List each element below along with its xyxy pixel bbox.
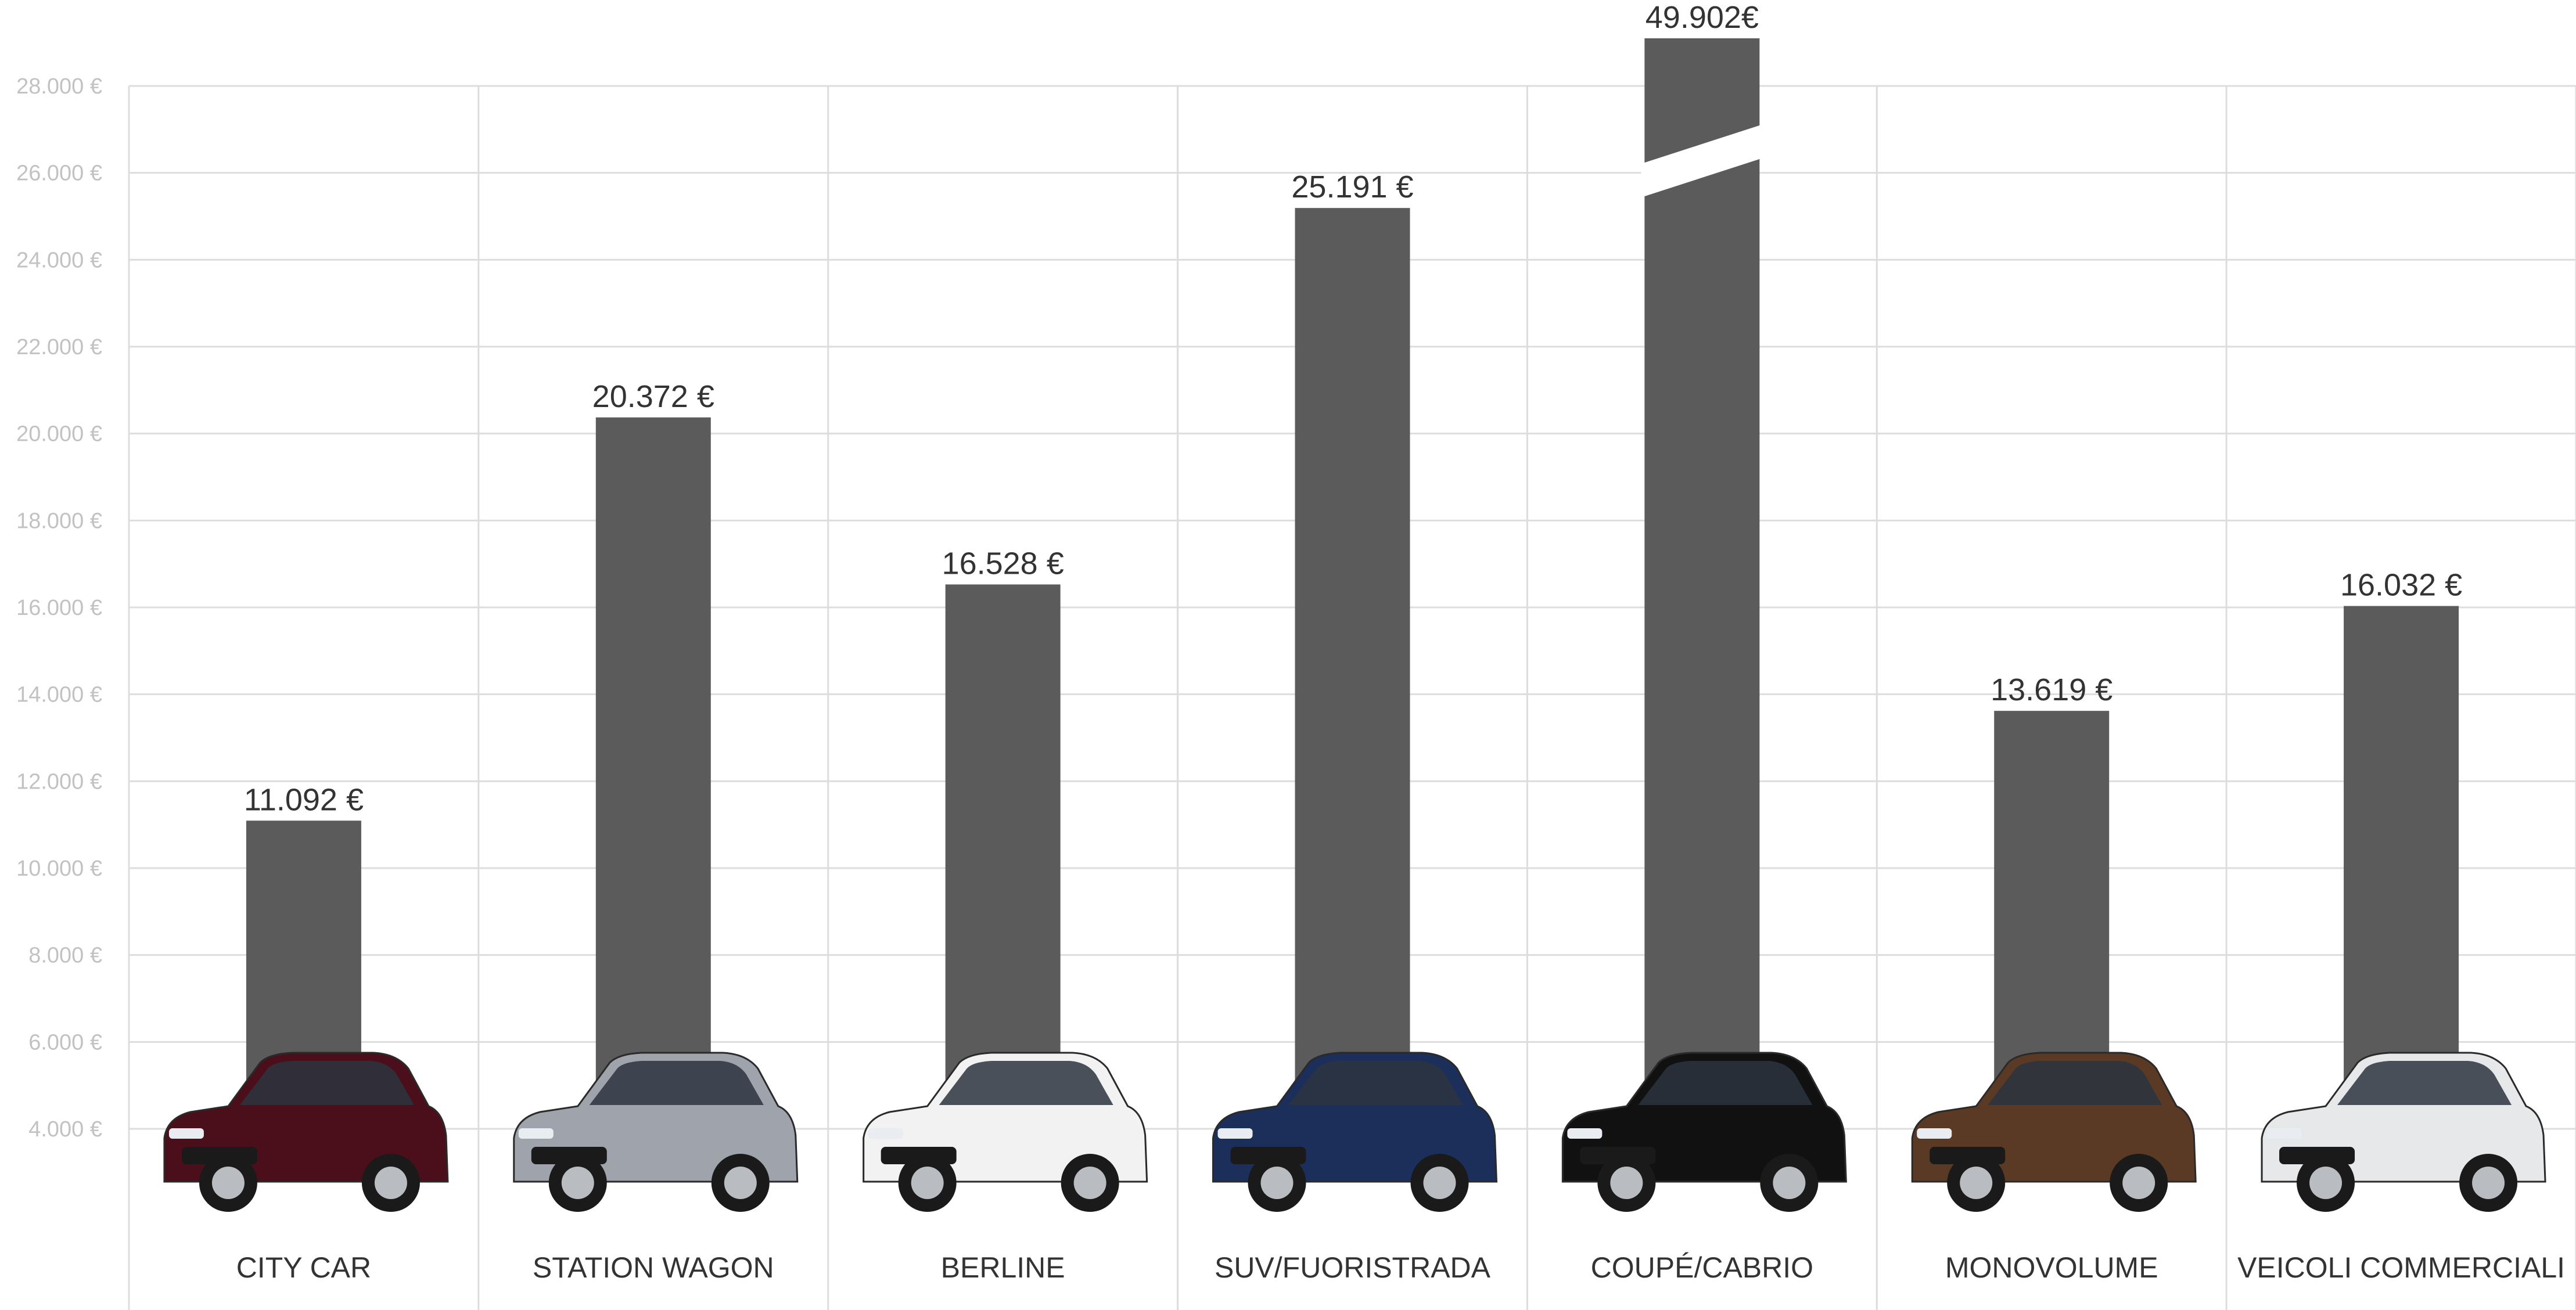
y-tick-label: 20.000 € (16, 422, 102, 447)
category-label-berline: BERLINE (941, 1251, 1065, 1284)
car-headlight (1217, 1128, 1253, 1139)
car-headlight (2266, 1128, 2302, 1139)
y-tick-label: 26.000 € (16, 161, 102, 186)
y-tick-label: 8.000 € (28, 944, 102, 968)
y-tick-label: 28.000 € (16, 74, 102, 99)
car-rim (724, 1167, 757, 1199)
car-rim (1773, 1167, 1806, 1199)
category-label-city-car: CITY CAR (236, 1251, 371, 1284)
car-windows (939, 1061, 1113, 1105)
y-tick-label: 12.000 € (16, 769, 102, 794)
car-rim (911, 1167, 944, 1199)
car-headlight (1917, 1128, 1952, 1139)
category-label-veicoli-commerciali: VEICOLI COMMERCIALI (2237, 1251, 2565, 1284)
car-windows (239, 1061, 414, 1105)
value-label-veicoli-commerciali: 16.032 € (2340, 568, 2462, 603)
y-tick-label: 18.000 € (16, 509, 102, 533)
car-windows (1288, 1061, 1463, 1105)
car-image-veicoli-commerciali (2261, 1052, 2546, 1212)
label-layer: 11.092 € CITY CAR 20.372 € STATION WAGON 16.… (236, 0, 2565, 1284)
value-label-monovolume: 13.619 € (1991, 672, 2112, 707)
category-label-monovolume: MONOVOLUME (1945, 1251, 2158, 1284)
car-headlight (518, 1128, 554, 1139)
y-tick-label: 4.000 € (28, 1117, 102, 1142)
car-headlight (168, 1128, 204, 1139)
y-tick-label: 16.000 € (16, 596, 102, 620)
category-label-station-wagon: STATION WAGON (533, 1251, 774, 1284)
car-rim (1423, 1167, 1456, 1199)
car-windows (1988, 1061, 2162, 1105)
car-image-station-wagon (513, 1052, 799, 1212)
y-tick-label: 10.000 € (16, 856, 102, 881)
y-tick-label: 6.000 € (28, 1030, 102, 1055)
bar-berline (945, 584, 1061, 1138)
bar-station-wagon (595, 417, 711, 1139)
category-label-suv-fuoristrada: SUV/FUORISTRADA (1215, 1251, 1491, 1284)
car-image-coup-cabrio (1561, 1052, 1847, 1212)
axis-break-mark (1641, 124, 1763, 197)
car-image-suv-fuoristrada (1212, 1052, 1498, 1212)
car-rim (561, 1167, 594, 1199)
car-image-monovolume (1911, 1052, 2197, 1212)
bar-veicoli-commerciali (2344, 606, 2459, 1138)
car-image-layer (163, 1052, 2546, 1212)
car-headlight (868, 1128, 903, 1139)
value-label-city-car: 11.092 € (244, 782, 364, 817)
value-label-coup-cabrio: 49.902€ (1646, 0, 1759, 35)
car-rim (1960, 1167, 1993, 1199)
bar-suv-fuoristrada (1295, 208, 1410, 1139)
car-headlight (1567, 1128, 1603, 1139)
car-rim (2472, 1167, 2505, 1199)
bar-coup-cabrio (1644, 38, 1760, 1138)
y-tick-label: 14.000 € (16, 683, 102, 707)
car-windows (589, 1061, 764, 1105)
car-rim (2309, 1167, 2343, 1199)
car-rim (1260, 1167, 1294, 1199)
car-rim (211, 1167, 245, 1199)
car-rim (1610, 1167, 1643, 1199)
y-tick-label: 24.000 € (16, 248, 102, 272)
value-label-station-wagon: 20.372 € (592, 379, 714, 414)
car-rim (374, 1167, 407, 1199)
y-tick-label: 22.000 € (16, 335, 102, 359)
value-label-suv-fuoristrada: 25.191 € (1291, 170, 1413, 204)
car-image-city-car (163, 1052, 449, 1212)
car-windows (2337, 1061, 2512, 1105)
car-rim (1073, 1167, 1106, 1199)
car-rim (2122, 1167, 2155, 1199)
car-image-berline (863, 1052, 1148, 1212)
car-windows (1638, 1061, 1813, 1105)
category-label-coup-cabrio: COUPÉ/CABRIO (1591, 1251, 1813, 1284)
value-label-berline: 16.528 € (942, 546, 1064, 581)
